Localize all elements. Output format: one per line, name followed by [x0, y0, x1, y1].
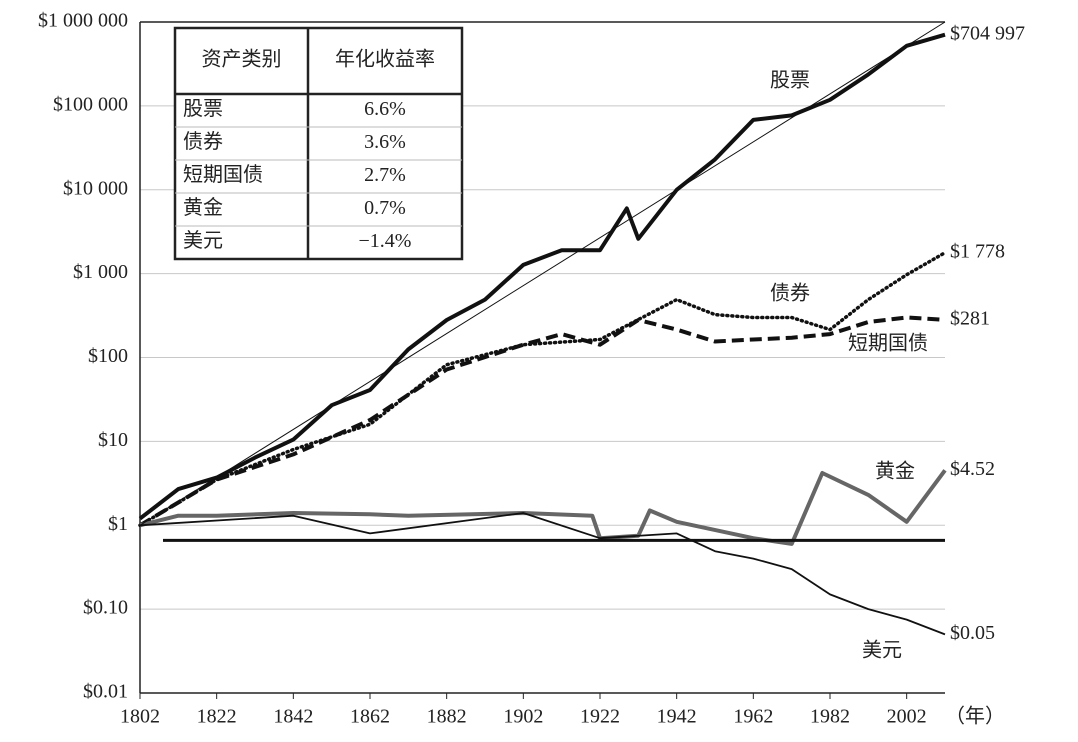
table-cell: 3.6% — [364, 131, 406, 153]
x-tick-label: 1902 — [503, 706, 543, 728]
table-cell: −1.4% — [359, 230, 412, 252]
table-cell: 短期国债 — [183, 163, 263, 186]
series-name: 黄金 — [875, 460, 915, 483]
series-line — [139, 21, 946, 526]
series-name: 股票 — [770, 70, 810, 92]
x-tick-label: 2002 — [887, 706, 927, 728]
y-tick-label: $0.01 — [83, 681, 128, 703]
y-tick-label: $0.10 — [83, 597, 128, 619]
series-line — [138, 315, 946, 528]
y-tick-label: $100 000 — [53, 93, 128, 115]
x-tick-label: 1922 — [580, 706, 620, 728]
table-header: 年化收益率 — [335, 48, 435, 71]
end-value-label: $281 — [950, 307, 990, 329]
x-tick-label: 1802 — [120, 706, 160, 728]
x-tick-label: 1842 — [273, 706, 313, 728]
table-cell: 2.7% — [364, 164, 406, 186]
series-line — [138, 250, 947, 528]
end-value-label: $1 778 — [950, 240, 1005, 262]
y-tick-label: $1 — [108, 513, 128, 535]
table-cell: 黄金 — [183, 196, 223, 219]
y-tick-label: $1 000 — [73, 261, 128, 283]
x-tick-label: 1982 — [810, 706, 850, 728]
y-tick-label: $10 — [98, 429, 128, 451]
end-value-label: $0.05 — [950, 622, 995, 644]
table-cell: 0.7% — [364, 197, 406, 219]
x-tick-label: 1942 — [657, 706, 697, 728]
series-line — [139, 469, 947, 546]
x-tick-label: 1822 — [197, 706, 237, 728]
table-cell: 债券 — [183, 130, 223, 153]
x-tick-label: 1962 — [733, 706, 773, 728]
x-tick-label: 1862 — [350, 706, 390, 728]
table-cell: 美元 — [183, 229, 223, 252]
end-value-label: $704 997 — [950, 22, 1025, 44]
table-cell: 股票 — [183, 98, 223, 120]
x-tick-label: 1882 — [427, 706, 467, 728]
y-tick-label: $10 000 — [63, 177, 128, 199]
table-box — [173, 26, 464, 261]
table-cell: 6.6% — [364, 98, 406, 120]
y-tick-label: $100 — [88, 345, 128, 367]
series-name: 短期国债 — [848, 332, 928, 355]
y-tick-label: $1 000 000 — [38, 10, 128, 32]
end-value-label: $4.52 — [950, 458, 995, 480]
series-line — [139, 512, 946, 636]
table-header: 资产类别 — [202, 48, 282, 71]
series-name: 债券 — [770, 282, 810, 305]
x-unit: （年） — [945, 705, 1005, 728]
series-name: 美元 — [862, 639, 902, 662]
